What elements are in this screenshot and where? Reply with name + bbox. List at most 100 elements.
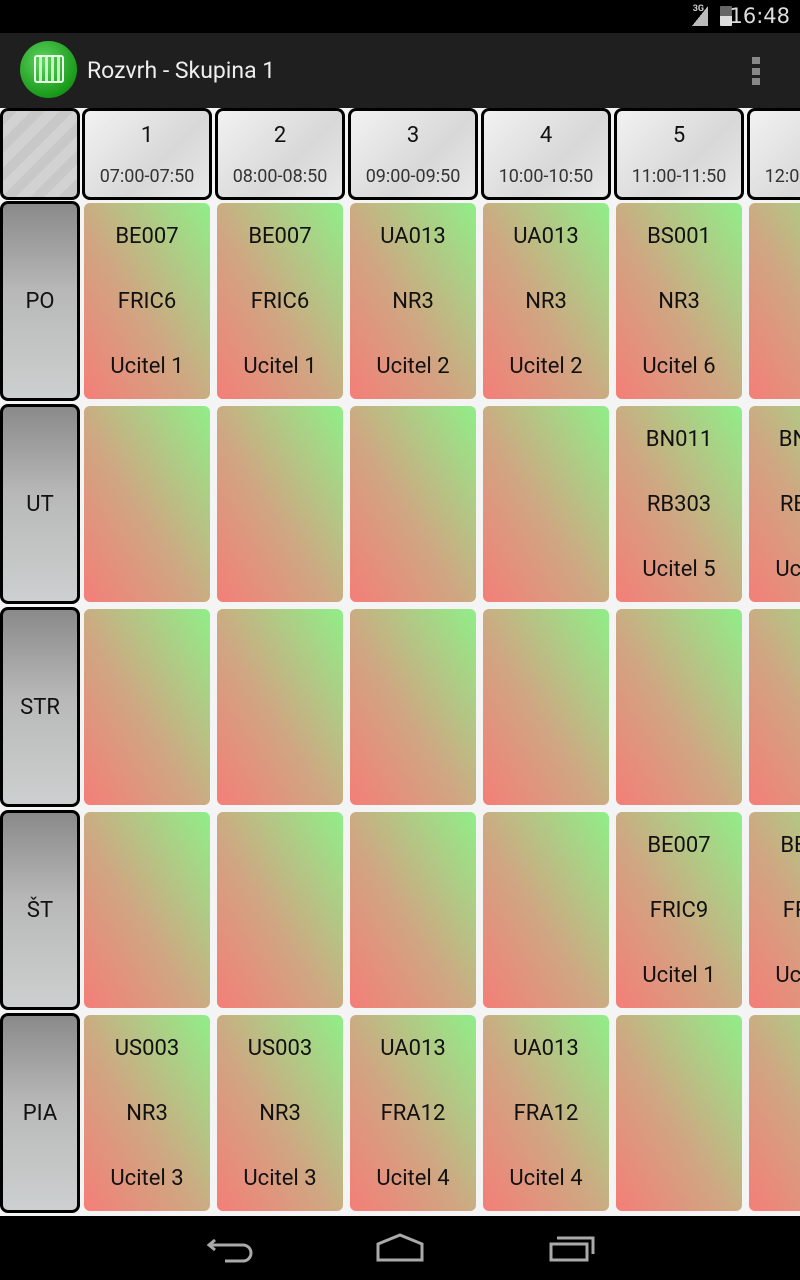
empty-cell[interactable] (84, 609, 210, 805)
empty-cell[interactable] (350, 406, 476, 602)
period-time: 12:00-12:50 (764, 166, 800, 187)
lesson-room: FRIC6 (117, 289, 177, 314)
lesson-teacher: Ucitel 1 (775, 963, 800, 988)
page-title: Rozvrh - Skupina 1 (87, 57, 276, 84)
lesson-subject: BS001 (647, 224, 711, 249)
period-header: 5 11:00-11:50 (614, 108, 744, 200)
period-number: 4 (539, 123, 553, 148)
day-label: PIA (0, 1013, 80, 1213)
day-label: PO (0, 201, 80, 401)
lesson-teacher: Ucitel 2 (376, 354, 450, 379)
empty-cell[interactable] (483, 406, 609, 602)
empty-cell[interactable] (483, 812, 609, 1008)
period-header: 4 10:00-10:50 (481, 108, 611, 200)
lesson-room: NR3 (658, 289, 700, 314)
day-label: UT (0, 404, 80, 604)
empty-cell[interactable] (217, 609, 343, 805)
lesson-subject: UA013 (513, 1036, 579, 1061)
timetable-grid: 1 07:00-07:50 2 08:00-08:50 3 09:00-09:50 4 10:… (0, 108, 800, 1216)
empty-cell[interactable] (217, 406, 343, 602)
period-header: 2 08:00-08:50 (215, 108, 345, 200)
lesson-cell[interactable]: UA013 NR3 Ucitel 2 (350, 203, 476, 399)
action-bar: Rozvrh - Skupina 1 (0, 33, 800, 108)
lesson-room: FRA12 (513, 1101, 579, 1126)
lesson-subject: US003 (114, 1036, 180, 1061)
period-header: 3 09:00-09:50 (348, 108, 478, 200)
lesson-room: NR3 (126, 1101, 168, 1126)
lesson-room: FRIC9 (782, 898, 800, 923)
empty-cell[interactable] (84, 812, 210, 1008)
day-label: ŠT (0, 810, 80, 1010)
lesson-cell[interactable]: BE007 FRIC9 Ucitel 1 (749, 812, 800, 1008)
lesson-subject: BE007 (248, 224, 312, 249)
day-label: STR (0, 607, 80, 807)
empty-cell[interactable] (483, 609, 609, 805)
lesson-cell[interactable]: BN011 RB303 Ucitel 5 (749, 406, 800, 602)
empty-cell[interactable] (350, 609, 476, 805)
period-time: 09:00-09:50 (365, 166, 461, 187)
empty-cell[interactable] (217, 812, 343, 1008)
lesson-room: NR3 (392, 289, 434, 314)
period-header: 6 12:00-12:50 (747, 108, 800, 200)
period-time: 08:00-08:50 (232, 166, 328, 187)
lesson-cell[interactable]: BE007 FRIC9 Ucitel 1 (616, 812, 742, 1008)
lesson-teacher: Ucitel 6 (642, 354, 716, 379)
lesson-teacher: Ucitel 3 (110, 1166, 184, 1191)
home-icon[interactable] (375, 1232, 425, 1264)
empty-cell[interactable] (84, 406, 210, 602)
lesson-room: NR3 (259, 1101, 301, 1126)
lesson-teacher: Ucitel 5 (642, 557, 716, 582)
back-icon[interactable] (205, 1232, 255, 1264)
navigation-bar (0, 1216, 800, 1280)
lesson-teacher: Ucitel 4 (509, 1166, 583, 1191)
lesson-teacher: Ucitel 4 (376, 1166, 450, 1191)
lesson-room: RB303 (646, 492, 712, 517)
period-time: 07:00-07:50 (99, 166, 195, 187)
lesson-subject: US003 (247, 1036, 313, 1061)
lesson-teacher: Ucitel 1 (243, 354, 317, 379)
period-number: 5 (672, 123, 686, 148)
lesson-cell[interactable]: BN011 RB303 Ucitel 5 (616, 406, 742, 602)
lesson-cell[interactable]: UA013 FRA12 Ucitel 4 (483, 1015, 609, 1211)
lesson-cell[interactable]: BE007 FRIC6 Ucitel 1 (217, 203, 343, 399)
empty-cell[interactable] (616, 1015, 742, 1211)
empty-cell[interactable] (749, 1015, 800, 1211)
lesson-room: RB303 (779, 492, 800, 517)
signal-icon (692, 6, 708, 26)
period-header: 1 07:00-07:50 (82, 108, 212, 200)
lesson-subject: BN011 (778, 427, 800, 452)
clock: 16:48 (729, 4, 790, 28)
lesson-subject: BE007 (647, 833, 711, 858)
battery-icon (720, 6, 732, 26)
lesson-subject: UA013 (380, 1036, 446, 1061)
overflow-menu-icon[interactable] (752, 57, 762, 85)
lesson-room: FRIC6 (250, 289, 310, 314)
corner-cell (0, 108, 80, 200)
lesson-cell[interactable]: UA013 FRA12 Ucitel 4 (350, 1015, 476, 1211)
lesson-subject: BE007 (780, 833, 800, 858)
lesson-room: NR3 (525, 289, 567, 314)
lesson-cell[interactable]: US003 NR3 Ucitel 3 (217, 1015, 343, 1211)
lesson-subject: BN011 (645, 427, 713, 452)
empty-cell[interactable] (616, 609, 742, 805)
period-time: 10:00-10:50 (498, 166, 594, 187)
lesson-teacher: Ucitel 3 (243, 1166, 317, 1191)
lesson-cell[interactable]: BE007 FRIC6 Ucitel 1 (84, 203, 210, 399)
empty-cell[interactable] (749, 203, 800, 399)
calendar-app-icon[interactable] (20, 41, 77, 98)
period-time: 11:00-11:50 (631, 166, 727, 187)
lesson-room: FRIC9 (649, 898, 709, 923)
lesson-teacher: Ucitel 1 (642, 963, 716, 988)
empty-cell[interactable] (749, 609, 800, 805)
lesson-teacher: Ucitel 1 (110, 354, 184, 379)
period-number: 6 (750, 123, 800, 148)
recent-apps-icon[interactable] (547, 1232, 597, 1264)
lesson-subject: UA013 (513, 224, 579, 249)
status-bar: 3G 16:48 (0, 0, 800, 33)
lesson-cell[interactable]: US003 NR3 Ucitel 3 (84, 1015, 210, 1211)
lesson-room: FRA12 (380, 1101, 446, 1126)
lesson-cell[interactable]: BS001 NR3 Ucitel 6 (616, 203, 742, 399)
lesson-teacher: Ucitel 2 (509, 354, 583, 379)
lesson-cell[interactable]: UA013 NR3 Ucitel 2 (483, 203, 609, 399)
empty-cell[interactable] (350, 812, 476, 1008)
